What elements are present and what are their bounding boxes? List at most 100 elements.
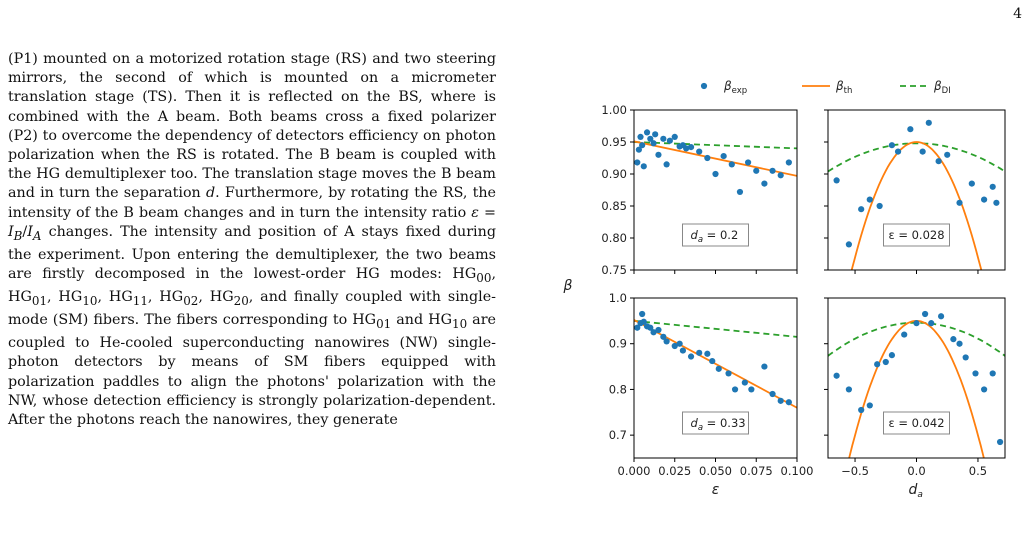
- data-point: [634, 324, 641, 331]
- data-point: [712, 170, 719, 178]
- legend-label: βexp: [723, 79, 747, 96]
- data-point: [876, 202, 883, 210]
- data-point: [696, 349, 703, 356]
- y-tick-label: 0.85: [601, 199, 627, 213]
- data-point: [753, 167, 760, 174]
- body-paragraph: (P1) mounted on a motorized rotation sta…: [8, 51, 497, 429]
- data-point: [639, 310, 646, 318]
- legend-marker: [700, 82, 708, 90]
- legend-label: βth: [835, 79, 852, 96]
- figure-beta-plots: 0.75 0.80 0.85 0.90 0.95 1.00 da = 0.2 ε = 0.02…: [540, 74, 1010, 514]
- data-point: [687, 144, 695, 151]
- data-point: [833, 177, 840, 184]
- data-point: [676, 340, 683, 347]
- x-tick-label: 0.000: [618, 464, 651, 478]
- data-point: [937, 313, 945, 320]
- data-point: [888, 352, 896, 359]
- x-tick-label: 0.5: [969, 464, 987, 478]
- x-tick-label: 0.100: [781, 464, 814, 478]
- data-point: [761, 180, 768, 187]
- data-point: [748, 386, 755, 393]
- annotation-text: ε = 0.042: [888, 416, 944, 430]
- y-tick-label: 0.90: [601, 167, 627, 181]
- data-point: [655, 326, 662, 334]
- fit-th-line: [850, 141, 983, 270]
- data-point: [866, 196, 873, 203]
- data-point: [647, 324, 654, 331]
- data-point: [671, 133, 678, 140]
- data-point: [996, 438, 1004, 446]
- data-point: [972, 370, 979, 377]
- data-point: [666, 137, 673, 144]
- y-tick-label: 1.0: [609, 291, 627, 305]
- data-point: [993, 199, 1000, 206]
- annotation-box: [682, 411, 749, 435]
- data-point: [989, 183, 996, 190]
- data-point: [652, 131, 659, 138]
- data-point: [785, 159, 792, 166]
- x-tick-label: 0.050: [699, 464, 732, 478]
- data-point: [981, 196, 988, 203]
- x-tick-label: 0.025: [658, 464, 691, 478]
- data-point: [913, 320, 920, 327]
- y-tick-label: 0.9: [609, 337, 627, 351]
- data-point: [643, 129, 651, 136]
- data-point: [650, 329, 657, 336]
- data-point: [833, 372, 840, 379]
- page-number: 4: [1013, 6, 1022, 22]
- data-point: [769, 167, 776, 174]
- data-point: [660, 333, 667, 340]
- y-tick-label: 0.75: [601, 263, 627, 277]
- data-point: [981, 386, 988, 393]
- data-point: [845, 241, 852, 248]
- data-point: [894, 148, 902, 155]
- fit-DI-line: [828, 142, 1005, 173]
- data-point: [640, 318, 647, 325]
- figure-svg: 0.75 0.80 0.85 0.90 0.95 1.00 da = 0.2 ε = 0.02…: [563, 79, 1006, 500]
- y-axis-label: β: [563, 278, 573, 294]
- data-point: [655, 151, 662, 158]
- fit-DI-line: [634, 141, 797, 150]
- data-point: [922, 310, 929, 318]
- data-point: [769, 390, 776, 398]
- data-point: [925, 119, 932, 126]
- legend-label: βDI: [933, 79, 951, 96]
- data-point: [777, 172, 784, 179]
- x-tick-label: 0.0: [907, 464, 925, 478]
- data-point: [650, 140, 657, 147]
- data-point: [785, 399, 792, 406]
- data-point: [679, 347, 686, 354]
- annotation-text: ε = 0.028: [888, 228, 944, 242]
- data-point: [725, 370, 732, 377]
- data-point: [919, 148, 926, 155]
- data-point: [736, 188, 744, 196]
- data-point: [761, 363, 768, 370]
- data-point: [663, 338, 670, 345]
- data-point: [715, 365, 722, 372]
- data-point: [901, 331, 908, 338]
- data-point: [647, 135, 654, 142]
- data-point: [683, 145, 690, 152]
- annotation-box: [883, 411, 950, 435]
- data-point: [944, 151, 951, 158]
- data-point: [858, 406, 865, 414]
- data-point: [935, 158, 942, 165]
- data-point: [640, 163, 647, 170]
- data-point: [709, 357, 716, 365]
- annotation-text: da = 0.2: [691, 228, 739, 245]
- data-point: [962, 354, 969, 361]
- data-point: [928, 320, 935, 327]
- data-point: [635, 146, 642, 153]
- x-tick-label: −0.5: [841, 464, 869, 478]
- data-point: [950, 336, 957, 343]
- data-point: [882, 358, 889, 366]
- data-point: [845, 386, 852, 393]
- annotation-box: [682, 223, 749, 247]
- annotation-text: da = 0.33: [691, 416, 746, 433]
- data-point: [989, 370, 996, 377]
- y-tick-label: 1.00: [601, 103, 627, 117]
- annotation-box: [883, 223, 950, 247]
- data-point: [637, 133, 644, 140]
- data-point: [639, 142, 646, 149]
- x-tick-label: 0.075: [740, 464, 773, 478]
